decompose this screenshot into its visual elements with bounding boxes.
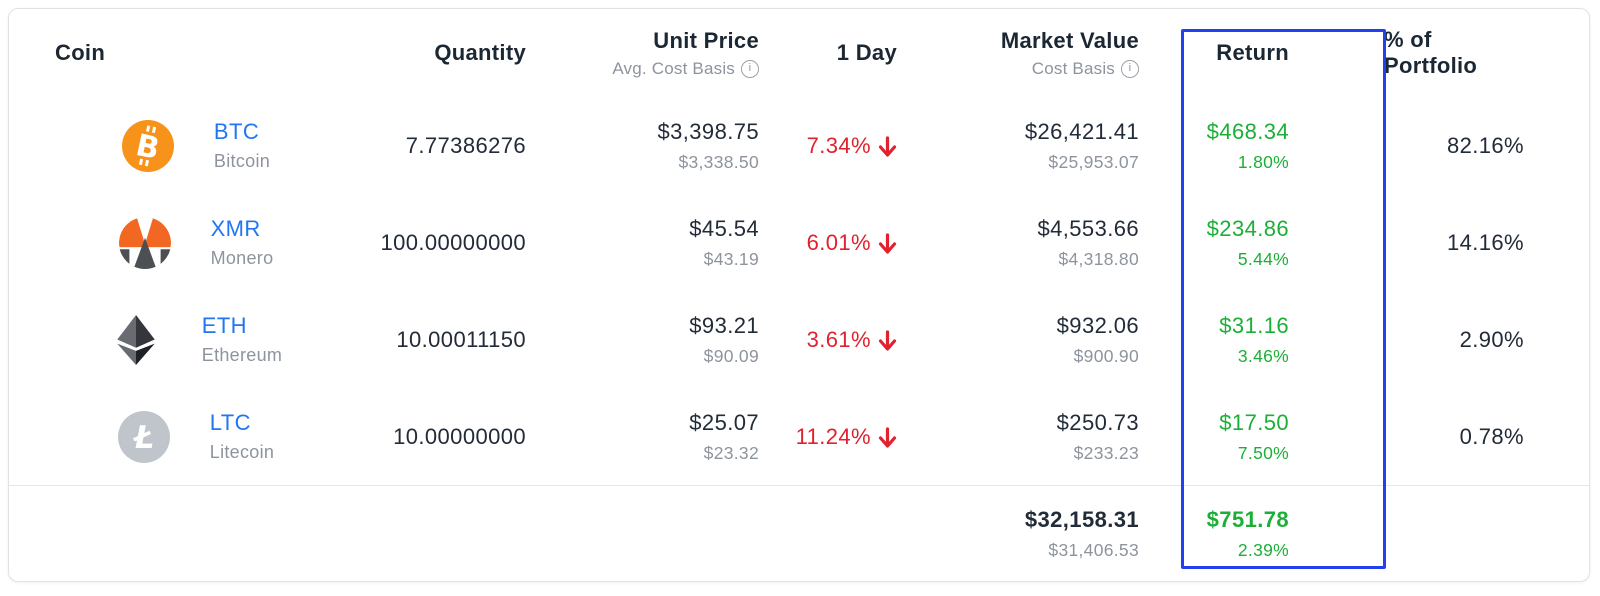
market-value-cell: $932.06 $900.90 xyxy=(1056,312,1139,366)
total-return: $751.78 2.39% xyxy=(1179,485,1384,581)
coin-name: Litecoin xyxy=(209,442,275,462)
column-sublabel: Avg. Cost Basis i xyxy=(612,59,759,79)
coin-symbol-link[interactable]: ETH xyxy=(201,313,247,338)
coin-name: Bitcoin xyxy=(213,151,271,171)
column-header-1day: 1 Day xyxy=(759,9,897,97)
totals-row-spacer xyxy=(526,485,759,581)
one-day-cell: 7.34% xyxy=(759,97,897,194)
holdings-table: Coin Quantity Unit Price Avg. Cost Basis… xyxy=(9,9,1589,581)
market-value-cell: $26,421.41 $25,953.07 xyxy=(1024,118,1139,172)
unit-price-cell: $25.07 $23.32 xyxy=(689,409,759,463)
column-header-quantity: Quantity xyxy=(337,9,526,97)
portfolio-pct-cell: 14.16% xyxy=(1446,229,1524,255)
totals-row-spacer xyxy=(9,485,337,581)
column-label: Market Value xyxy=(1000,27,1139,53)
monero-icon xyxy=(118,216,171,269)
coin-symbol-link[interactable]: XMR xyxy=(210,216,261,241)
coin-name: Monero xyxy=(210,248,274,268)
ethereum-icon xyxy=(110,314,162,366)
portfolio-pct-cell: 0.78% xyxy=(1459,423,1524,449)
table-row-coin-ltc: Ł LTC Litecoin xyxy=(9,388,337,485)
totals-row-spacer xyxy=(337,485,526,581)
column-header-coin: Coin xyxy=(9,9,337,97)
coin-name: Ethereum xyxy=(201,345,283,365)
info-icon[interactable]: i xyxy=(1121,59,1139,78)
return-cell: $468.34 1.80% xyxy=(1206,118,1289,172)
column-header-unit-price: Unit Price Avg. Cost Basis i xyxy=(526,9,759,97)
one-day-cell: 6.01% xyxy=(759,194,897,291)
coin-symbol-link[interactable]: LTC xyxy=(209,410,251,435)
total-market-value: $32,158.31 $31,406.53 xyxy=(897,485,1179,581)
market-value-cell: $4,553.66 $4,318.80 xyxy=(1037,215,1139,269)
totals-row-spacer xyxy=(1384,485,1589,581)
quantity-cell: 7.77386276 xyxy=(405,132,526,158)
one-day-cell: 11.24% xyxy=(759,388,897,485)
table-row-coin-eth: ETH Ethereum xyxy=(9,291,337,388)
down-arrow-icon xyxy=(878,232,897,254)
down-arrow-icon xyxy=(878,426,897,448)
info-icon[interactable]: i xyxy=(741,59,759,78)
totals-row-spacer xyxy=(759,485,897,581)
table-row-coin-xmr: XMR Monero xyxy=(9,194,337,291)
column-label: Unit Price xyxy=(653,27,759,53)
down-arrow-icon xyxy=(878,135,897,157)
bitcoin-icon: B xyxy=(121,119,174,172)
column-header-market-value: Market Value Cost Basis i xyxy=(897,9,1179,97)
column-label: % of Portfolio xyxy=(1384,27,1478,78)
column-label: Coin xyxy=(55,40,106,65)
table-row-coin-btc: B BTC Bitcoin xyxy=(9,97,337,194)
portfolio-card: Coin Quantity Unit Price Avg. Cost Basis… xyxy=(8,8,1590,582)
unit-price-cell: $3,398.75 $3,338.50 xyxy=(657,118,759,172)
portfolio-pct-cell: 2.90% xyxy=(1459,326,1524,352)
quantity-cell: 10.00011150 xyxy=(396,326,526,352)
column-header-portfolio: % of Portfolio xyxy=(1384,9,1589,97)
column-label: 1 Day xyxy=(836,40,897,65)
quantity-cell: 100.00000000 xyxy=(380,229,526,255)
litecoin-icon: Ł xyxy=(117,410,170,463)
portfolio-pct-cell: 82.16% xyxy=(1446,132,1524,158)
column-label: Quantity xyxy=(434,40,526,65)
quantity-cell: 10.00000000 xyxy=(393,423,526,449)
one-day-cell: 3.61% xyxy=(759,291,897,388)
unit-price-cell: $93.21 $90.09 xyxy=(689,312,759,366)
return-cell: $234.86 5.44% xyxy=(1206,215,1289,269)
column-label: Return xyxy=(1216,40,1289,65)
column-sublabel: Cost Basis i xyxy=(1032,59,1139,79)
unit-price-cell: $45.54 $43.19 xyxy=(689,215,759,269)
svg-text:Ł: Ł xyxy=(133,420,154,456)
return-cell: $17.50 7.50% xyxy=(1219,409,1289,463)
down-arrow-icon xyxy=(878,329,897,351)
return-cell: $31.16 3.46% xyxy=(1219,312,1289,366)
market-value-cell: $250.73 $233.23 xyxy=(1056,409,1139,463)
coin-symbol-link[interactable]: BTC xyxy=(213,119,260,144)
column-header-return: Return xyxy=(1179,9,1384,97)
